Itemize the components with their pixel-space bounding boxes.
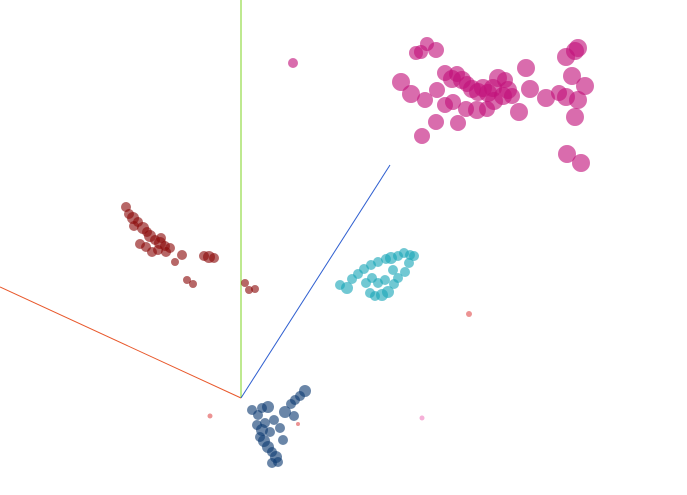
scatter-point[interactable]	[260, 418, 270, 428]
scatter-point[interactable]	[414, 128, 430, 144]
scatter-point[interactable]	[129, 221, 139, 231]
scatter-point[interactable]	[251, 285, 259, 293]
axes-group	[0, 0, 391, 399]
scatter-point[interactable]	[428, 42, 444, 58]
scatter-point[interactable]	[296, 422, 300, 426]
scatter-point[interactable]	[402, 85, 420, 103]
scatter-point[interactable]	[417, 92, 433, 108]
scatter-point[interactable]	[517, 59, 535, 77]
scatter-point[interactable]	[165, 243, 175, 253]
scatter-point[interactable]	[409, 251, 419, 261]
scatter-point[interactable]	[521, 80, 539, 98]
scatter-point[interactable]	[241, 279, 249, 287]
scatter-point[interactable]	[404, 258, 414, 268]
scatter-point[interactable]	[510, 103, 528, 121]
scatter-point[interactable]	[566, 108, 584, 126]
z-axis-line	[240, 164, 391, 399]
scatter-point[interactable]	[388, 265, 398, 275]
scatter-point[interactable]	[485, 92, 503, 110]
scatter-point[interactable]	[437, 97, 453, 113]
scatter-point[interactable]	[171, 258, 179, 266]
scatter-point[interactable]	[400, 267, 410, 277]
scatter-point[interactable]	[450, 115, 466, 131]
scatter-point[interactable]	[361, 278, 371, 288]
scatter-point[interactable]	[572, 154, 590, 172]
scatter-point[interactable]	[275, 423, 285, 433]
scatter-point[interactable]	[189, 280, 197, 288]
scatter-point[interactable]	[466, 311, 472, 317]
points-group	[121, 37, 594, 468]
scatter-point[interactable]	[153, 245, 163, 255]
scatter-point[interactable]	[269, 415, 279, 425]
scatter-point[interactable]	[569, 91, 587, 109]
scatter-point[interactable]	[373, 257, 383, 267]
scatter-point[interactable]	[497, 72, 513, 88]
scatter-point[interactable]	[380, 275, 390, 285]
scatter-point[interactable]	[429, 82, 445, 98]
scatter-point[interactable]	[245, 286, 253, 294]
scatter-point[interactable]	[265, 427, 275, 437]
scatter-point[interactable]	[428, 114, 444, 130]
scatter-point[interactable]	[419, 415, 425, 421]
scatter-point[interactable]	[207, 413, 213, 419]
scatter-point[interactable]	[278, 435, 288, 445]
scatter-point[interactable]	[279, 406, 291, 418]
scatter-point[interactable]	[177, 250, 187, 260]
scatter-point[interactable]	[389, 279, 399, 289]
x-axis-line	[0, 286, 242, 399]
scatter-point[interactable]	[267, 458, 277, 468]
scatter-point[interactable]	[569, 39, 587, 57]
scatter-point[interactable]	[289, 411, 299, 421]
scatter-point[interactable]	[563, 67, 581, 85]
scatter-point[interactable]	[183, 276, 191, 284]
scatter-point[interactable]	[392, 73, 410, 91]
scatter-point[interactable]	[209, 253, 219, 263]
scatter-point[interactable]	[504, 88, 520, 104]
scatter-point[interactable]	[156, 233, 166, 243]
scatter-point[interactable]	[365, 288, 375, 298]
scatter-point[interactable]	[288, 58, 298, 68]
scatter-point[interactable]	[537, 89, 555, 107]
scatter-point[interactable]	[558, 145, 576, 163]
scatter-point[interactable]	[341, 282, 353, 294]
scatter-point[interactable]	[262, 401, 274, 413]
scatter-point[interactable]	[299, 385, 311, 397]
scatter-point[interactable]	[576, 77, 594, 95]
